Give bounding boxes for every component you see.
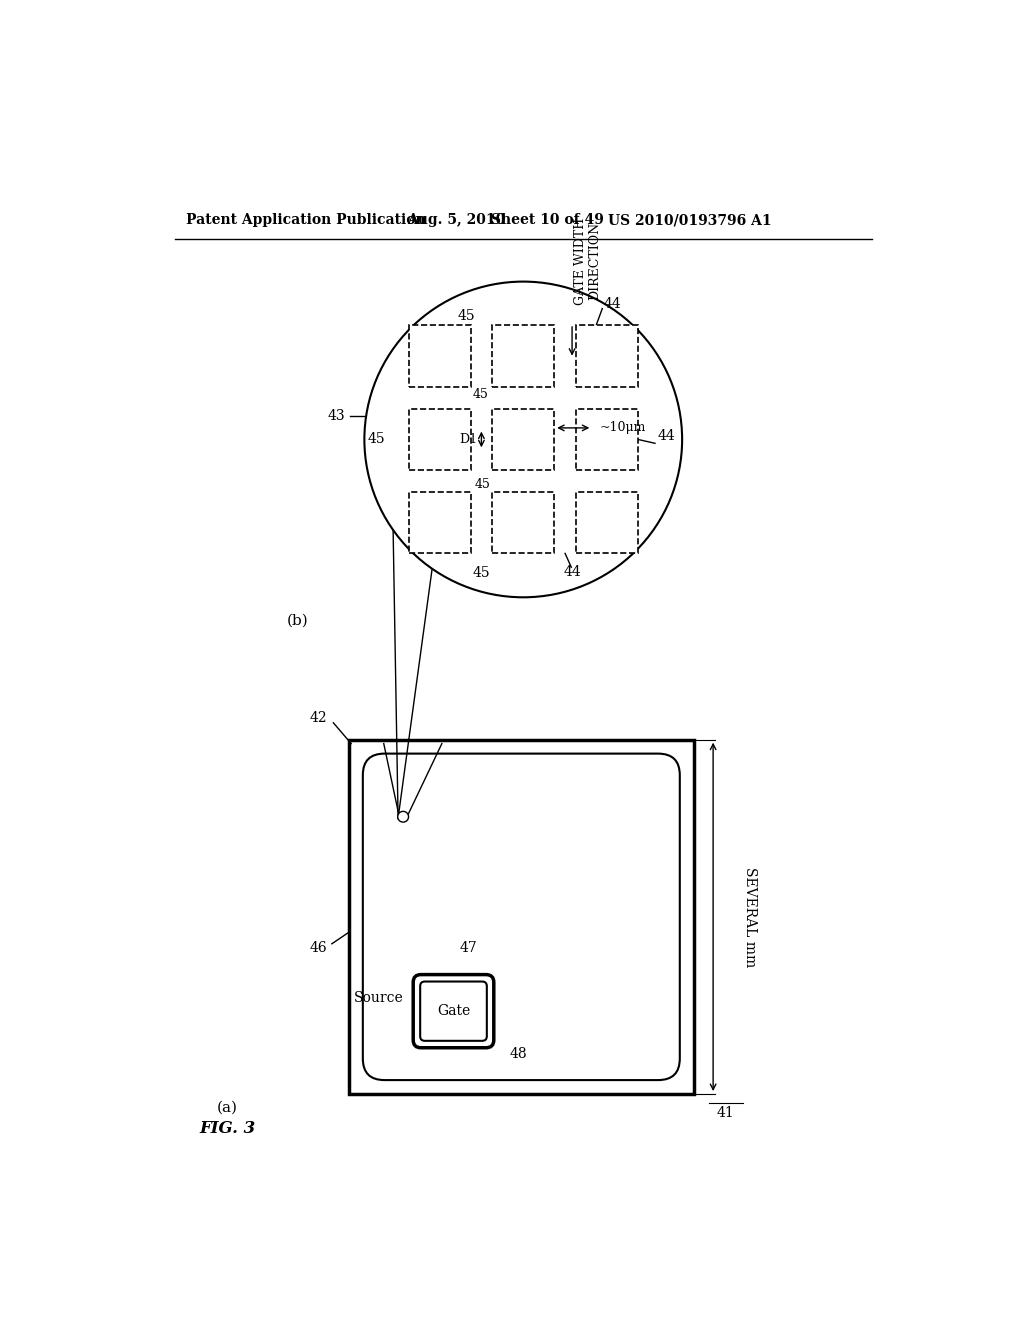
Text: (b): (b)	[287, 614, 308, 627]
Text: 45: 45	[472, 388, 488, 400]
Text: Gate: Gate	[437, 1005, 470, 1018]
Text: FIG. 3: FIG. 3	[200, 1121, 256, 1137]
Bar	[409, 409, 471, 470]
Bar	[575, 326, 638, 387]
Text: ~10μm: ~10μm	[600, 421, 646, 434]
Text: D1: D1	[460, 433, 477, 446]
Text: 47: 47	[460, 941, 477, 954]
Text: Sheet 10 of 49: Sheet 10 of 49	[490, 213, 603, 227]
Circle shape	[365, 281, 682, 597]
Text: 45: 45	[473, 566, 490, 579]
Bar	[575, 492, 638, 553]
Bar	[575, 409, 638, 470]
Text: (a): (a)	[217, 1101, 239, 1115]
Text: 44: 44	[604, 297, 622, 312]
FancyBboxPatch shape	[420, 982, 486, 1040]
Text: Source: Source	[354, 991, 403, 1005]
FancyBboxPatch shape	[414, 974, 494, 1048]
Bar	[493, 326, 554, 387]
FancyBboxPatch shape	[362, 754, 680, 1080]
Bar	[493, 492, 554, 553]
Text: 46: 46	[309, 941, 328, 954]
Text: 45: 45	[475, 478, 490, 491]
Circle shape	[397, 812, 409, 822]
Bar	[493, 409, 554, 470]
Text: US 2010/0193796 A1: US 2010/0193796 A1	[608, 213, 772, 227]
Bar	[409, 326, 471, 387]
Text: 48: 48	[509, 1047, 527, 1061]
Text: 45: 45	[458, 309, 475, 323]
Text: GATE WIDTH
DIRECTION: GATE WIDTH DIRECTION	[573, 218, 601, 305]
Text: 43: 43	[328, 409, 345, 424]
Text: 42: 42	[309, 711, 328, 725]
Text: Aug. 5, 2010: Aug. 5, 2010	[407, 213, 505, 227]
Text: Patent Application Publication: Patent Application Publication	[186, 213, 426, 227]
Text: 45: 45	[368, 433, 385, 446]
Text: 44: 44	[563, 565, 582, 579]
Text: SEVERAL mm: SEVERAL mm	[743, 867, 758, 968]
Text: 41: 41	[717, 1106, 734, 1121]
Bar	[349, 739, 693, 1094]
Bar	[409, 492, 471, 553]
Text: 44: 44	[657, 429, 675, 442]
